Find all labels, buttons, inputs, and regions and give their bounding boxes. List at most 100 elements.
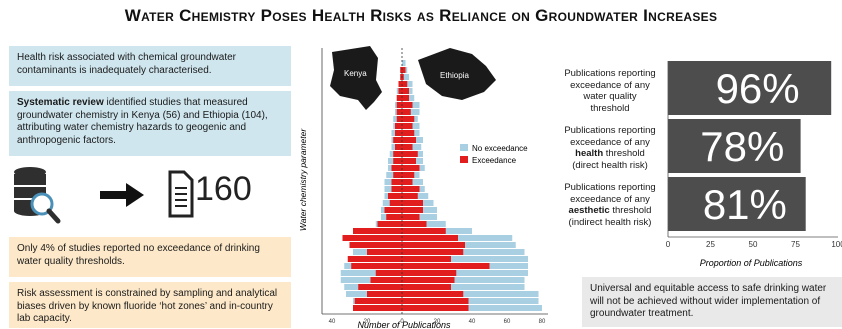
x-tick-label: 40 (329, 319, 336, 325)
bar-right-exceedance (402, 277, 455, 283)
bar-left-exceedance (391, 186, 402, 192)
bar-left-exceedance (367, 249, 402, 255)
conclusion-text: Universal and equitable access to safe d… (590, 283, 827, 319)
bar-left-exceedance (395, 130, 402, 136)
legend-no-exceedance: No exceedance (472, 144, 528, 153)
bar-right-exceedance (402, 221, 427, 227)
bar-right-exceedance (402, 74, 404, 80)
review-text: identified studies that measured groundw… (17, 97, 268, 146)
bias-box: Risk assessment is constrained by sampli… (9, 282, 291, 328)
no-exceedance-text: Only 4% of studies reported no exceedanc… (17, 243, 260, 267)
bar-right-no-exceedance (402, 298, 539, 304)
bar-right-exceedance (402, 242, 465, 248)
proportion-x-label: Proportion of Publications (700, 258, 803, 268)
legend: No exceedance Exceedance (460, 144, 528, 165)
pub-row-label-0: Publications reporting exceedance of any… (564, 68, 656, 114)
bar-left-exceedance (395, 144, 402, 150)
bar-right-exceedance (402, 284, 451, 290)
bar-left-exceedance (367, 291, 402, 297)
kenya-map: Kenya (330, 46, 382, 110)
bar-right-exceedance (402, 200, 423, 206)
bar-left-exceedance (351, 263, 402, 269)
parameter-chart: Kenya Ethiopia No exceedance Exceedance … (300, 46, 548, 329)
bar-left-exceedance (370, 277, 402, 283)
pub-row-label-2: Publications reporting exceedance of any… (564, 182, 656, 228)
icons-row (14, 167, 194, 224)
bar-left-exceedance (393, 151, 402, 157)
bar-left-exceedance (358, 284, 402, 290)
x-axis-label: Number of Publications (357, 320, 451, 329)
bar-right-exceedance (402, 81, 408, 87)
bar-right-exceedance (402, 158, 416, 164)
bias-text: Risk assessment is constrained by sampli… (17, 288, 278, 324)
bar-right-exceedance (402, 214, 420, 220)
bar-right-exceedance (402, 130, 415, 136)
bar-left-exceedance (396, 116, 402, 122)
x-tick-label: 20 (364, 319, 371, 325)
proportion-value-label: 81% (703, 181, 787, 228)
conclusion-box: Universal and equitable access to safe d… (582, 277, 842, 327)
bar-right-exceedance (402, 137, 416, 143)
bar-right-exceedance (402, 165, 420, 171)
proportion-tick-label: 100 (831, 240, 842, 249)
proportion-tick-label: 50 (749, 240, 758, 249)
bar-left-exceedance (391, 179, 402, 185)
bar-left-exceedance (398, 81, 402, 87)
bar-left-exceedance (342, 235, 402, 241)
bar-right-exceedance (402, 298, 469, 304)
bar-left-exceedance (396, 102, 402, 108)
bar-left-exceedance (354, 298, 402, 304)
bar-right-exceedance (402, 228, 446, 234)
bar-left-exceedance (391, 165, 402, 171)
database-search-icon (14, 167, 61, 224)
bar-right-exceedance (402, 95, 409, 101)
proportion-chart: 96% 78% 81% 0 25 50 75 100 Proportion of Public… (666, 61, 842, 268)
bar-right-exceedance (402, 179, 413, 185)
bar-left-exceedance (393, 158, 402, 164)
proportion-value-label: 96% (716, 65, 800, 112)
bar-left-exceedance (353, 305, 402, 311)
bar-right-no-exceedance (402, 74, 409, 80)
study-count: 160 (195, 170, 252, 208)
bar-right-exceedance (402, 270, 457, 276)
legend-exceedance: Exceedance (472, 156, 517, 165)
proportion-tick-label: 25 (706, 240, 715, 249)
bar-right-exceedance (402, 186, 420, 192)
proportion-bar (668, 177, 806, 231)
bar-left-no-exceedance (340, 270, 402, 276)
bar-right-exceedance (402, 235, 458, 241)
intro-box: Health risk associated with chemical gro… (9, 46, 291, 86)
bar-right-exceedance (402, 109, 411, 115)
bar-left-exceedance (375, 270, 402, 276)
bar-right-exceedance (402, 263, 490, 269)
bar-left-exceedance (393, 137, 402, 143)
bar-right-no-exceedance (402, 305, 542, 311)
bar-left-exceedance (395, 123, 402, 129)
bar-right-exceedance (402, 291, 464, 297)
bar-right-no-exceedance (402, 256, 528, 262)
proportion-value-label: 78% (700, 123, 784, 170)
x-tick-label: 40 (469, 319, 476, 325)
bar-left-exceedance (396, 95, 402, 101)
bar-left-exceedance (349, 242, 402, 248)
bar-left-exceedance (388, 193, 402, 199)
legend-swatch-exceedance (460, 156, 468, 163)
bar-left-exceedance (389, 200, 402, 206)
bar-left-exceedance (400, 74, 402, 80)
document-icon (168, 170, 194, 218)
bar-right-exceedance (402, 144, 413, 150)
bar-left-exceedance (396, 109, 402, 115)
x-tick-label: 20 (434, 319, 441, 325)
ethiopia-map: Ethiopia (418, 48, 496, 100)
proportion-tick-label: 75 (791, 240, 800, 249)
bar-right-exceedance (402, 207, 423, 213)
proportion-bar (668, 119, 801, 173)
intro-text: Health risk associated with chemical gro… (17, 52, 236, 76)
y-axis-label: Water chemistry parameter (300, 128, 308, 232)
bar-right-exceedance (402, 249, 464, 255)
bar-right-exceedance (402, 256, 451, 262)
bar-left-exceedance (393, 172, 402, 178)
bar-right-exceedance (402, 151, 418, 157)
kenya-label: Kenya (344, 69, 367, 78)
bar-left-exceedance (400, 67, 402, 73)
